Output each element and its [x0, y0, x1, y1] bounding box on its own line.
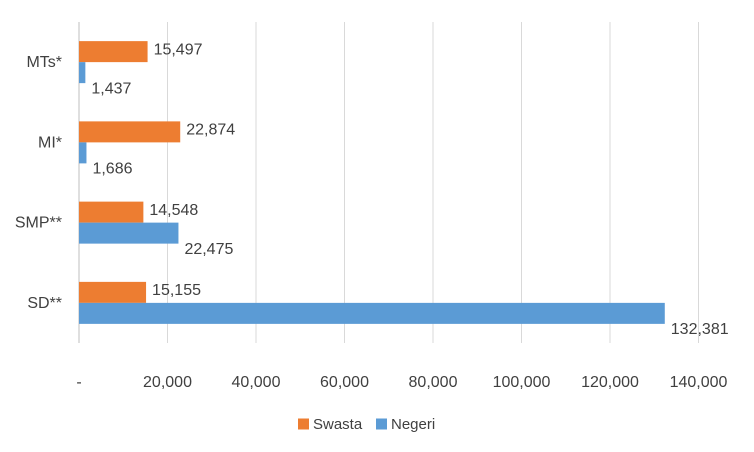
data-label-negeri: 1,686 [92, 161, 132, 178]
data-label-negeri: 1,437 [91, 80, 131, 97]
bar-swasta-smp [79, 201, 144, 223]
bars [79, 41, 665, 324]
bar-swasta-mi [79, 121, 181, 143]
x-tick-label: 140,000 [670, 374, 728, 391]
legend-label-negeri: Negeri [391, 416, 435, 433]
x-tick-label: 120,000 [581, 374, 639, 391]
data-label-swasta: 15,497 [154, 41, 203, 58]
data-labels: 15,497 1,437 22,874 1,686 14,548 22,475 15,155… [91, 41, 728, 338]
x-tick-label: 60,000 [320, 374, 369, 391]
category-labels: MTs* MI* SMP** SD** [15, 54, 62, 312]
x-tick-label: 100,000 [493, 374, 551, 391]
x-tick-label: - [76, 374, 81, 391]
data-label-negeri: 132,381 [671, 321, 729, 338]
legend-swatch-negeri [376, 418, 387, 430]
category-label: SMP** [15, 215, 62, 232]
bar-swasta-sd [79, 281, 147, 303]
legend-label-swasta: Swasta [313, 416, 363, 433]
x-tick-label: 40,000 [232, 374, 281, 391]
bar-negeri-mts [79, 62, 86, 84]
x-tick-label: 80,000 [409, 374, 458, 391]
bar-swasta-mts [79, 41, 148, 63]
x-axis-tick-labels: - 20,000 40,000 60,000 80,000 100,000 120,000 1… [76, 374, 727, 391]
data-label-swasta: 15,155 [152, 282, 201, 299]
legend-swatch-swasta [298, 418, 309, 430]
data-label-swasta: 14,548 [149, 202, 198, 219]
category-label: SD** [27, 295, 62, 312]
bar-negeri-mi [79, 142, 87, 164]
category-label: MTs* [26, 54, 62, 71]
legend: Swasta Negeri [298, 416, 435, 433]
data-label-swasta: 22,874 [186, 122, 235, 139]
x-tick-label: 20,000 [143, 374, 192, 391]
data-label-negeri: 22,475 [184, 241, 233, 258]
gridlines [78, 22, 699, 343]
bar-negeri-smp [79, 222, 179, 244]
bar-negeri-sd [79, 302, 665, 324]
category-label: MI* [38, 134, 62, 151]
